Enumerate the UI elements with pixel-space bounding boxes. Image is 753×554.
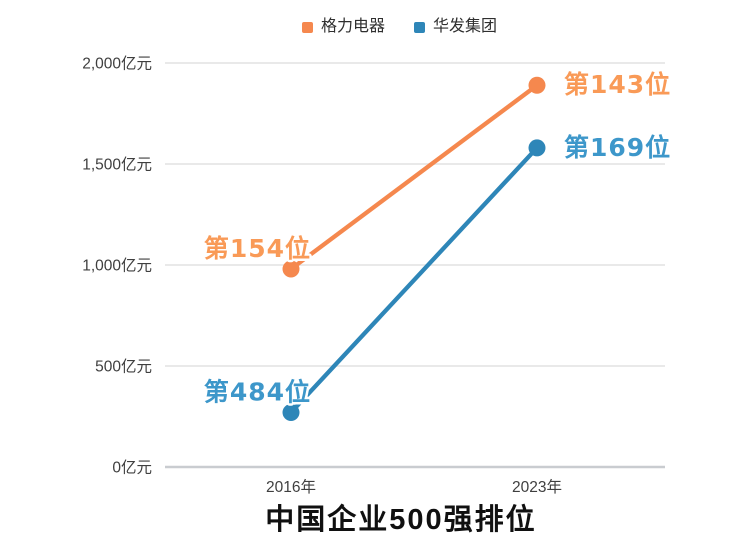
series-line [288,83,540,272]
legend-swatch-icon [302,21,313,33]
data-point-label: 第484位 [204,377,311,406]
legend-swatch-icon [414,21,426,33]
data-point [528,76,546,94]
legend-item-label: 格力电器 [321,18,386,35]
legend-item: 华发集团 [414,19,497,35]
data-point-label: 第154位 [204,234,311,263]
data-point-label: 第169位 [564,133,671,162]
data-point [282,403,300,421]
data-point [282,260,300,278]
x-tick-label: 2016年 [266,478,316,496]
y-tick-label: 500亿元 [95,358,152,376]
data-point [528,139,546,157]
y-tick-label: 0亿元 [112,459,152,477]
series-line [288,145,540,415]
legend-item: 格力电器 [302,19,385,35]
y-tick-label: 1,500亿元 [82,156,152,174]
legend-item-label: 华发集团 [433,18,498,35]
x-tick-label: 2023年 [512,478,562,496]
y-tick-label: 2,000亿元 [82,55,152,73]
y-tick-label: 1,000亿元 [82,257,152,275]
legend: 格力电器 华发集团 [302,19,497,35]
data-point-label: 第143位 [564,70,671,99]
chart-title: 中国企业500强排位 [265,504,537,536]
